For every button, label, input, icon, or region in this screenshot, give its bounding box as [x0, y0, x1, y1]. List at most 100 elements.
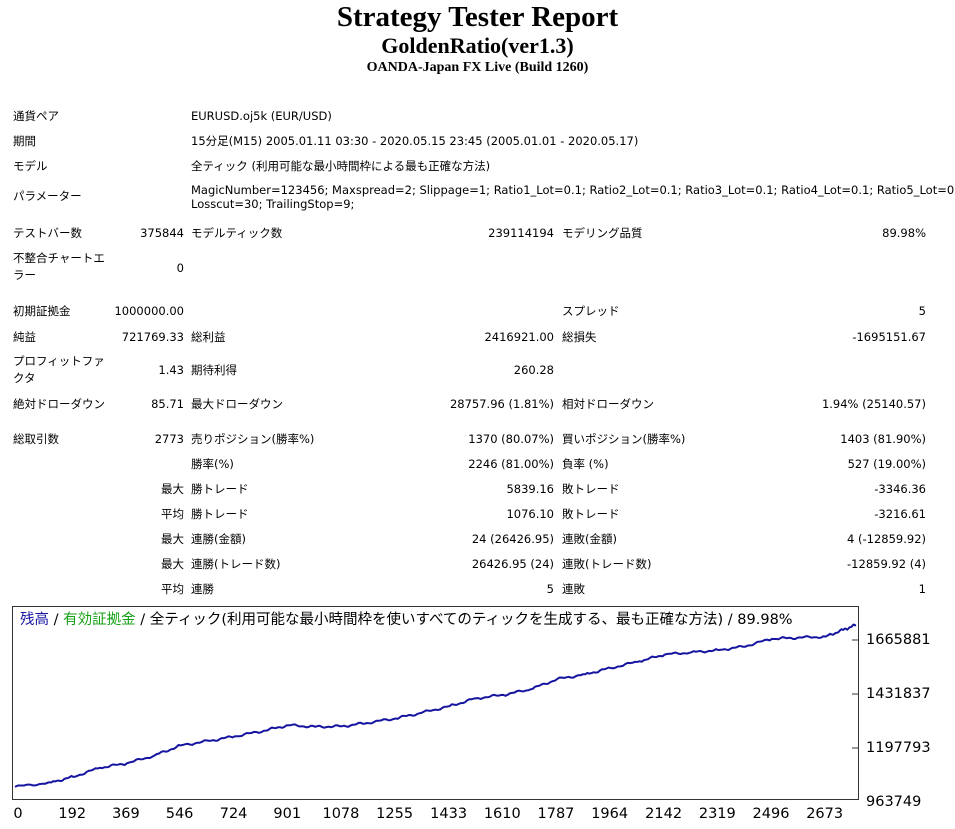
- legend-balance: 残高: [20, 612, 49, 628]
- avg-win-label: 勝トレード: [191, 507, 249, 521]
- max-cl-cnt-label: 連敗(トレード数): [562, 557, 652, 571]
- loss-rate-label: 負率 (%): [562, 457, 609, 471]
- max-loss-label: 敗トレード: [562, 482, 620, 496]
- x-tick-label: 1078: [322, 806, 360, 822]
- max-word: 最大: [161, 482, 184, 496]
- max-win-value: 5839.16: [506, 482, 554, 496]
- max-cl-cnt-value: -12859.92 (4): [847, 557, 926, 571]
- expert-name: GoldenRatio(ver1.3): [381, 33, 574, 58]
- y-tick-label: 1665881: [866, 632, 931, 648]
- win-rate-label: 勝率(%): [191, 457, 234, 471]
- balance-chart: 残高 / 有効証拠金 / 全ティック(利用可能な最小時間枠を使いすべてのティック…: [12, 606, 859, 800]
- x-tick-label: 546: [165, 806, 194, 822]
- gross-profit-value: 2416921.00: [484, 330, 554, 344]
- abs-dd-value: 85.71: [151, 397, 184, 411]
- long-label: 買いポジション(勝率%): [562, 432, 686, 446]
- expected-label: 期待利得: [191, 363, 237, 377]
- avg-win-value: 1076.10: [506, 507, 554, 521]
- max-cw-cnt-value: 26426.95 (24): [471, 557, 554, 571]
- x-tick-label: 369: [112, 806, 140, 822]
- legend-separator: /: [49, 612, 64, 628]
- avg-cw-value: 5: [546, 582, 554, 596]
- rel-dd-value: 1.94% (25140.57): [821, 397, 926, 411]
- total-trades-value: 2773: [154, 432, 184, 446]
- bars-label: テストバー数: [13, 226, 82, 240]
- x-tick-label: 724: [219, 806, 248, 822]
- broker-build: OANDA-Japan FX Live (Build 1260): [366, 60, 589, 75]
- chart-legend: 残高 / 有効証拠金 / 全ティック(利用可能な最小時間枠を使いすべてのティック…: [20, 611, 793, 629]
- balance-line: [14, 623, 857, 788]
- x-tick-label: 1433: [430, 806, 468, 822]
- avg-word-2: 平均: [161, 582, 184, 596]
- pair-label: 通貨ペア: [13, 109, 59, 123]
- y-tick-label: 963749: [866, 794, 922, 810]
- max-cw-cnt-label: 連勝(トレード数): [191, 557, 281, 571]
- bars-value: 375844: [140, 226, 184, 240]
- ticks-label: モデルティック数: [191, 226, 283, 240]
- max-dd-label: 最大ドローダウン: [191, 397, 283, 411]
- period-label: 期間: [13, 134, 36, 148]
- gross-profit-label: 総利益: [191, 330, 226, 344]
- long-value: 1403 (81.90%): [840, 432, 926, 446]
- x-tick-label: 192: [58, 806, 87, 822]
- model-value: 全ティック (利用可能な最小時間枠による最も正確な方法): [191, 159, 491, 173]
- x-tick-label: 2142: [645, 806, 683, 822]
- max-cl-amt-label: 連敗(金額): [562, 532, 617, 546]
- report-title: Strategy Tester Report: [336, 1, 619, 33]
- balance-chart-plot: [14, 623, 858, 788]
- avg-loss-label: 敗トレード: [562, 507, 620, 521]
- max-loss-value: -3346.36: [874, 482, 926, 496]
- gross-loss-label: 総損失: [562, 330, 597, 344]
- x-tick-label: 1255: [376, 806, 414, 822]
- spread-label: スプレッド: [562, 304, 620, 318]
- x-tick-label: 1787: [537, 806, 575, 822]
- gross-loss-value: -1695151.67: [852, 330, 926, 344]
- ticks-value: 239114194: [488, 226, 554, 240]
- net-value: 721769.33: [121, 330, 184, 344]
- avg-loss-value: -3216.61: [874, 507, 926, 521]
- pf-label-2: クタ: [13, 371, 36, 385]
- legend-description: / 全ティック(利用可能な最小時間枠を使いすべてのティックを生成する、最も正確な…: [135, 612, 793, 628]
- deposit-label: 初期証拠金: [13, 304, 71, 318]
- max-word-3: 最大: [161, 557, 184, 571]
- y-tick-label: 1431837: [866, 686, 931, 702]
- short-label: 売りポジション(勝率%): [191, 432, 315, 446]
- params-line-1: MagicNumber=123456; Maxspread=2; Slippag…: [191, 183, 955, 197]
- max-cl-amt-value: 4 (-12859.92): [847, 532, 926, 546]
- max-win-label: 勝トレード: [191, 482, 249, 496]
- y-tick-label: 1197793: [866, 740, 931, 756]
- x-tick-label: 901: [273, 806, 302, 822]
- avg-cl-value: 1: [918, 582, 926, 596]
- short-value: 1370 (80.07%): [468, 432, 554, 446]
- legend-equity: 有効証拠金: [63, 612, 136, 628]
- rel-dd-label: 相対ドローダウン: [562, 397, 654, 411]
- max-cw-amt-label: 連勝(金額): [191, 532, 246, 546]
- deposit-value: 1000000.00: [114, 304, 184, 318]
- expected-value: 260.28: [513, 363, 554, 377]
- period-value: 15分足(M15) 2005.01.11 03:30 - 2020.05.15 …: [191, 134, 639, 148]
- quality-value: 89.98%: [882, 226, 926, 240]
- avg-word: 平均: [161, 507, 184, 521]
- quality-label: モデリング品質: [562, 226, 643, 240]
- avg-cl-label: 連敗: [562, 582, 585, 596]
- pf-value: 1.43: [158, 363, 184, 377]
- x-tick-label: 1964: [591, 806, 629, 822]
- max-cw-amt-value: 24 (26426.95): [471, 532, 554, 546]
- x-tick-label: 0: [13, 806, 23, 822]
- total-trades-label: 総取引数: [13, 432, 59, 446]
- abs-dd-label: 絶対ドローダウン: [13, 397, 105, 411]
- params-line-2: Losscut=30; TrailingStop=9;: [191, 197, 355, 211]
- model-label: モデル: [13, 159, 48, 173]
- pair-value: EURUSD.oj5k (EUR/USD): [191, 109, 332, 123]
- max-word-2: 最大: [161, 532, 184, 546]
- params-label: パラメーター: [13, 189, 82, 203]
- avg-cw-label: 連勝: [191, 582, 214, 596]
- mismatch-label-1: 不整合チャートエ: [13, 251, 105, 265]
- pf-label-1: プロフィットファ: [13, 354, 105, 368]
- mismatch-value: 0: [176, 261, 184, 275]
- x-tick-label: 2673: [806, 806, 844, 822]
- loss-rate-value: 527 (19.00%): [847, 457, 926, 471]
- spread-value: 5: [918, 304, 926, 318]
- x-tick-label: 2319: [698, 806, 736, 822]
- win-rate-value: 2246 (81.00%): [468, 457, 554, 471]
